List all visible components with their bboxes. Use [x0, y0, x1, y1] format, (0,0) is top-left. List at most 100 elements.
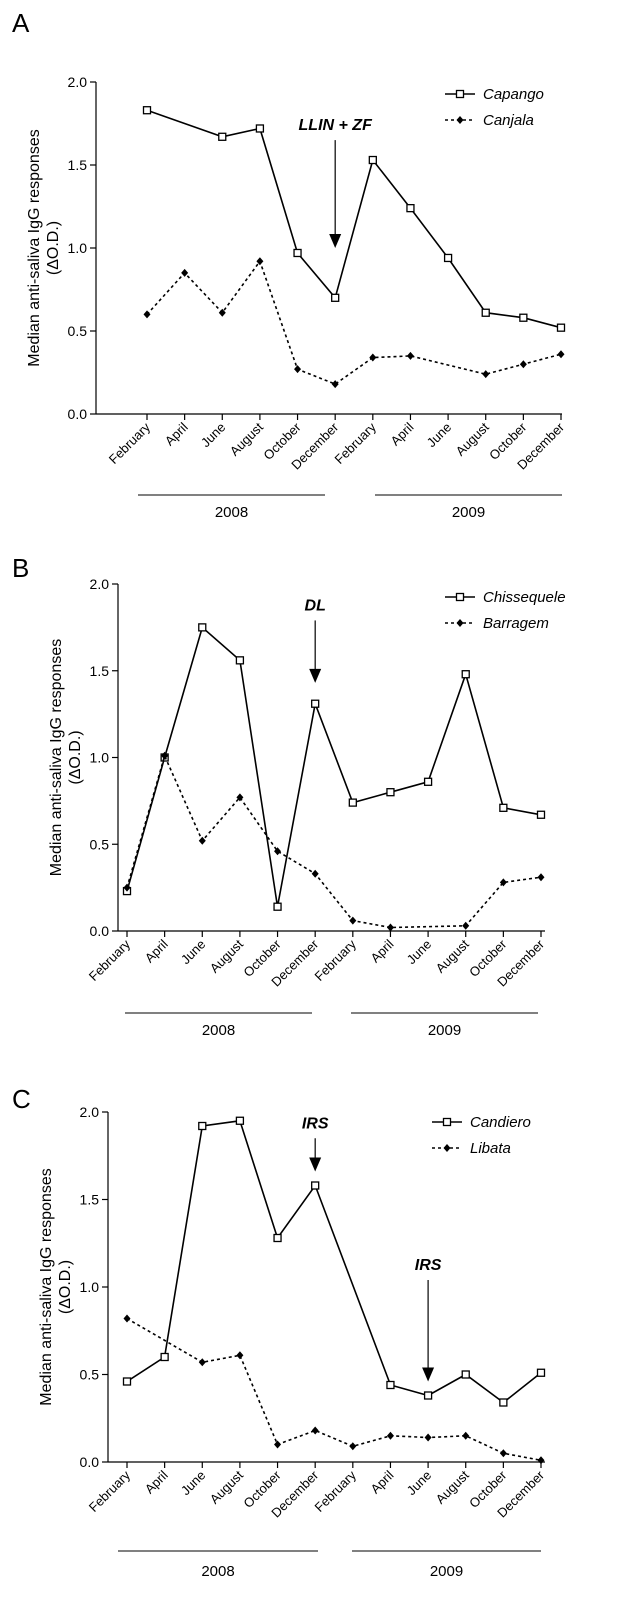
x-tick-label: February	[312, 1467, 360, 1515]
panel-letter: C	[12, 1084, 31, 1114]
data-point-canjala	[331, 380, 339, 389]
x-tick-label: April	[142, 936, 171, 965]
x-tick-label: February	[312, 936, 360, 984]
data-point-canjala	[482, 370, 490, 379]
data-point-capango	[519, 313, 528, 322]
data-point-libata	[349, 1442, 357, 1451]
legend-marker	[455, 592, 465, 602]
x-tick-label: April	[142, 1467, 171, 1496]
data-point-barragem	[386, 923, 394, 932]
annotation-label: DL	[305, 597, 326, 614]
data-point-canjala	[406, 351, 414, 360]
legend-label: Libata	[470, 1140, 511, 1157]
x-tick-label: June	[178, 937, 209, 968]
series-line-chissequele	[126, 625, 542, 907]
series-line-candiero	[126, 1119, 542, 1404]
data-point-chissequele	[499, 803, 508, 812]
data-point-barragem	[311, 869, 319, 878]
x-tick-label: June	[424, 420, 455, 451]
data-point-libata	[386, 1431, 394, 1440]
year-label: 2009	[428, 1022, 461, 1039]
data-point-barragem	[349, 916, 357, 925]
data-point-candiero	[461, 1370, 470, 1379]
data-point-barragem	[123, 883, 131, 892]
data-point-chissequele	[235, 656, 245, 665]
chart-b-svg: B 0.0 0.5 1.0 1.5 2.0 Median anti-saliva IgG r…	[12, 553, 566, 1039]
x-tick-label: April	[162, 419, 191, 448]
data-point-libata	[499, 1449, 507, 1458]
data-point-libata	[311, 1426, 319, 1435]
x-tick-label: June	[404, 937, 435, 968]
data-point-candiero	[198, 1121, 207, 1131]
data-point-candiero	[235, 1116, 245, 1125]
data-point-canjala	[369, 353, 377, 362]
data-point-capango	[142, 106, 152, 115]
data-point-chissequele	[461, 670, 470, 679]
annotation-arrow-head	[422, 1367, 435, 1382]
legend-label: Candiero	[470, 1114, 531, 1131]
y-tick-label: 2.0	[68, 74, 88, 90]
data-point-candiero	[311, 1181, 320, 1190]
y-axis-label-units: (ΔO.D.)	[57, 1260, 74, 1314]
x-tick-label: June	[198, 420, 229, 451]
data-point-candiero	[273, 1233, 282, 1243]
data-point-capango	[293, 248, 302, 258]
data-point-canjala	[256, 257, 264, 266]
y-tick-label: 0.0	[68, 406, 88, 422]
data-point-libata	[462, 1431, 470, 1440]
series-line-capango	[146, 109, 562, 329]
y-tick-label: 1.0	[68, 240, 88, 256]
data-point-chissequele	[348, 798, 357, 807]
series-line-libata	[126, 1317, 542, 1462]
chart-c-svg: C 0.0 0.5 1.0 1.5 2.0 Median anti-saliva IgG r…	[12, 1084, 548, 1580]
data-point-libata	[123, 1314, 131, 1323]
annotation-arrow-head	[329, 234, 342, 248]
chart-panel-a: A 0.0 0.5 1.0 1.5 2.0 Median anti-saliva IgG r…	[0, 0, 642, 535]
year-label: 2008	[201, 1563, 234, 1580]
data-point-canjala	[181, 268, 189, 277]
data-point-barragem	[537, 873, 545, 882]
year-label: 2009	[430, 1563, 463, 1580]
annotation-label: IRS	[302, 1115, 329, 1132]
annotation-label: LLIN + ZF	[299, 117, 374, 134]
series-line-barragem	[126, 753, 542, 929]
data-point-chissequele	[198, 623, 207, 632]
data-point-candiero	[499, 1398, 508, 1407]
legend-label: Chissequele	[483, 589, 566, 606]
data-point-barragem	[499, 878, 507, 887]
x-tick-label: February	[106, 419, 154, 467]
y-axis-label-units: (ΔO.D.)	[67, 730, 84, 784]
y-tick-label: 0.5	[68, 323, 88, 339]
data-point-libata	[274, 1440, 282, 1449]
data-point-canjala	[557, 350, 565, 359]
annotation-arrow-head	[309, 1157, 322, 1172]
x-tick-label: April	[368, 1467, 397, 1496]
data-point-libata	[236, 1351, 244, 1360]
legend-label: Barragem	[483, 615, 549, 632]
y-tick-label: 0.5	[80, 1367, 100, 1383]
data-point-libata	[537, 1456, 545, 1465]
data-point-candiero	[386, 1380, 395, 1390]
chart-panel-c: C 0.0 0.5 1.0 1.5 2.0 Median anti-saliva IgG r…	[0, 1070, 642, 1604]
data-point-capango	[481, 308, 490, 317]
data-point-barragem	[161, 751, 169, 760]
legend-label: Capango	[483, 86, 544, 103]
data-point-capango	[443, 253, 453, 263]
y-axis-label: Median anti-saliva IgG responses	[48, 639, 65, 876]
data-point-candiero	[536, 1368, 546, 1377]
data-point-chissequele	[536, 810, 546, 819]
data-point-canjala	[519, 360, 527, 369]
y-tick-label: 2.0	[80, 1104, 100, 1120]
data-point-candiero	[423, 1391, 433, 1400]
data-point-barragem	[198, 836, 206, 845]
data-point-capango	[556, 323, 566, 332]
data-point-chissequele	[311, 699, 320, 708]
panel-letter: A	[12, 8, 30, 38]
chart-panel-b: B 0.0 0.5 1.0 1.5 2.0 Median anti-saliva IgG r…	[0, 535, 642, 1070]
data-point-capango	[368, 155, 377, 165]
year-label: 2009	[452, 504, 485, 521]
data-point-canjala	[294, 365, 302, 374]
y-tick-label: 2.0	[90, 576, 110, 592]
x-tick-label: June	[178, 1468, 209, 1499]
y-tick-label: 1.5	[80, 1192, 100, 1208]
